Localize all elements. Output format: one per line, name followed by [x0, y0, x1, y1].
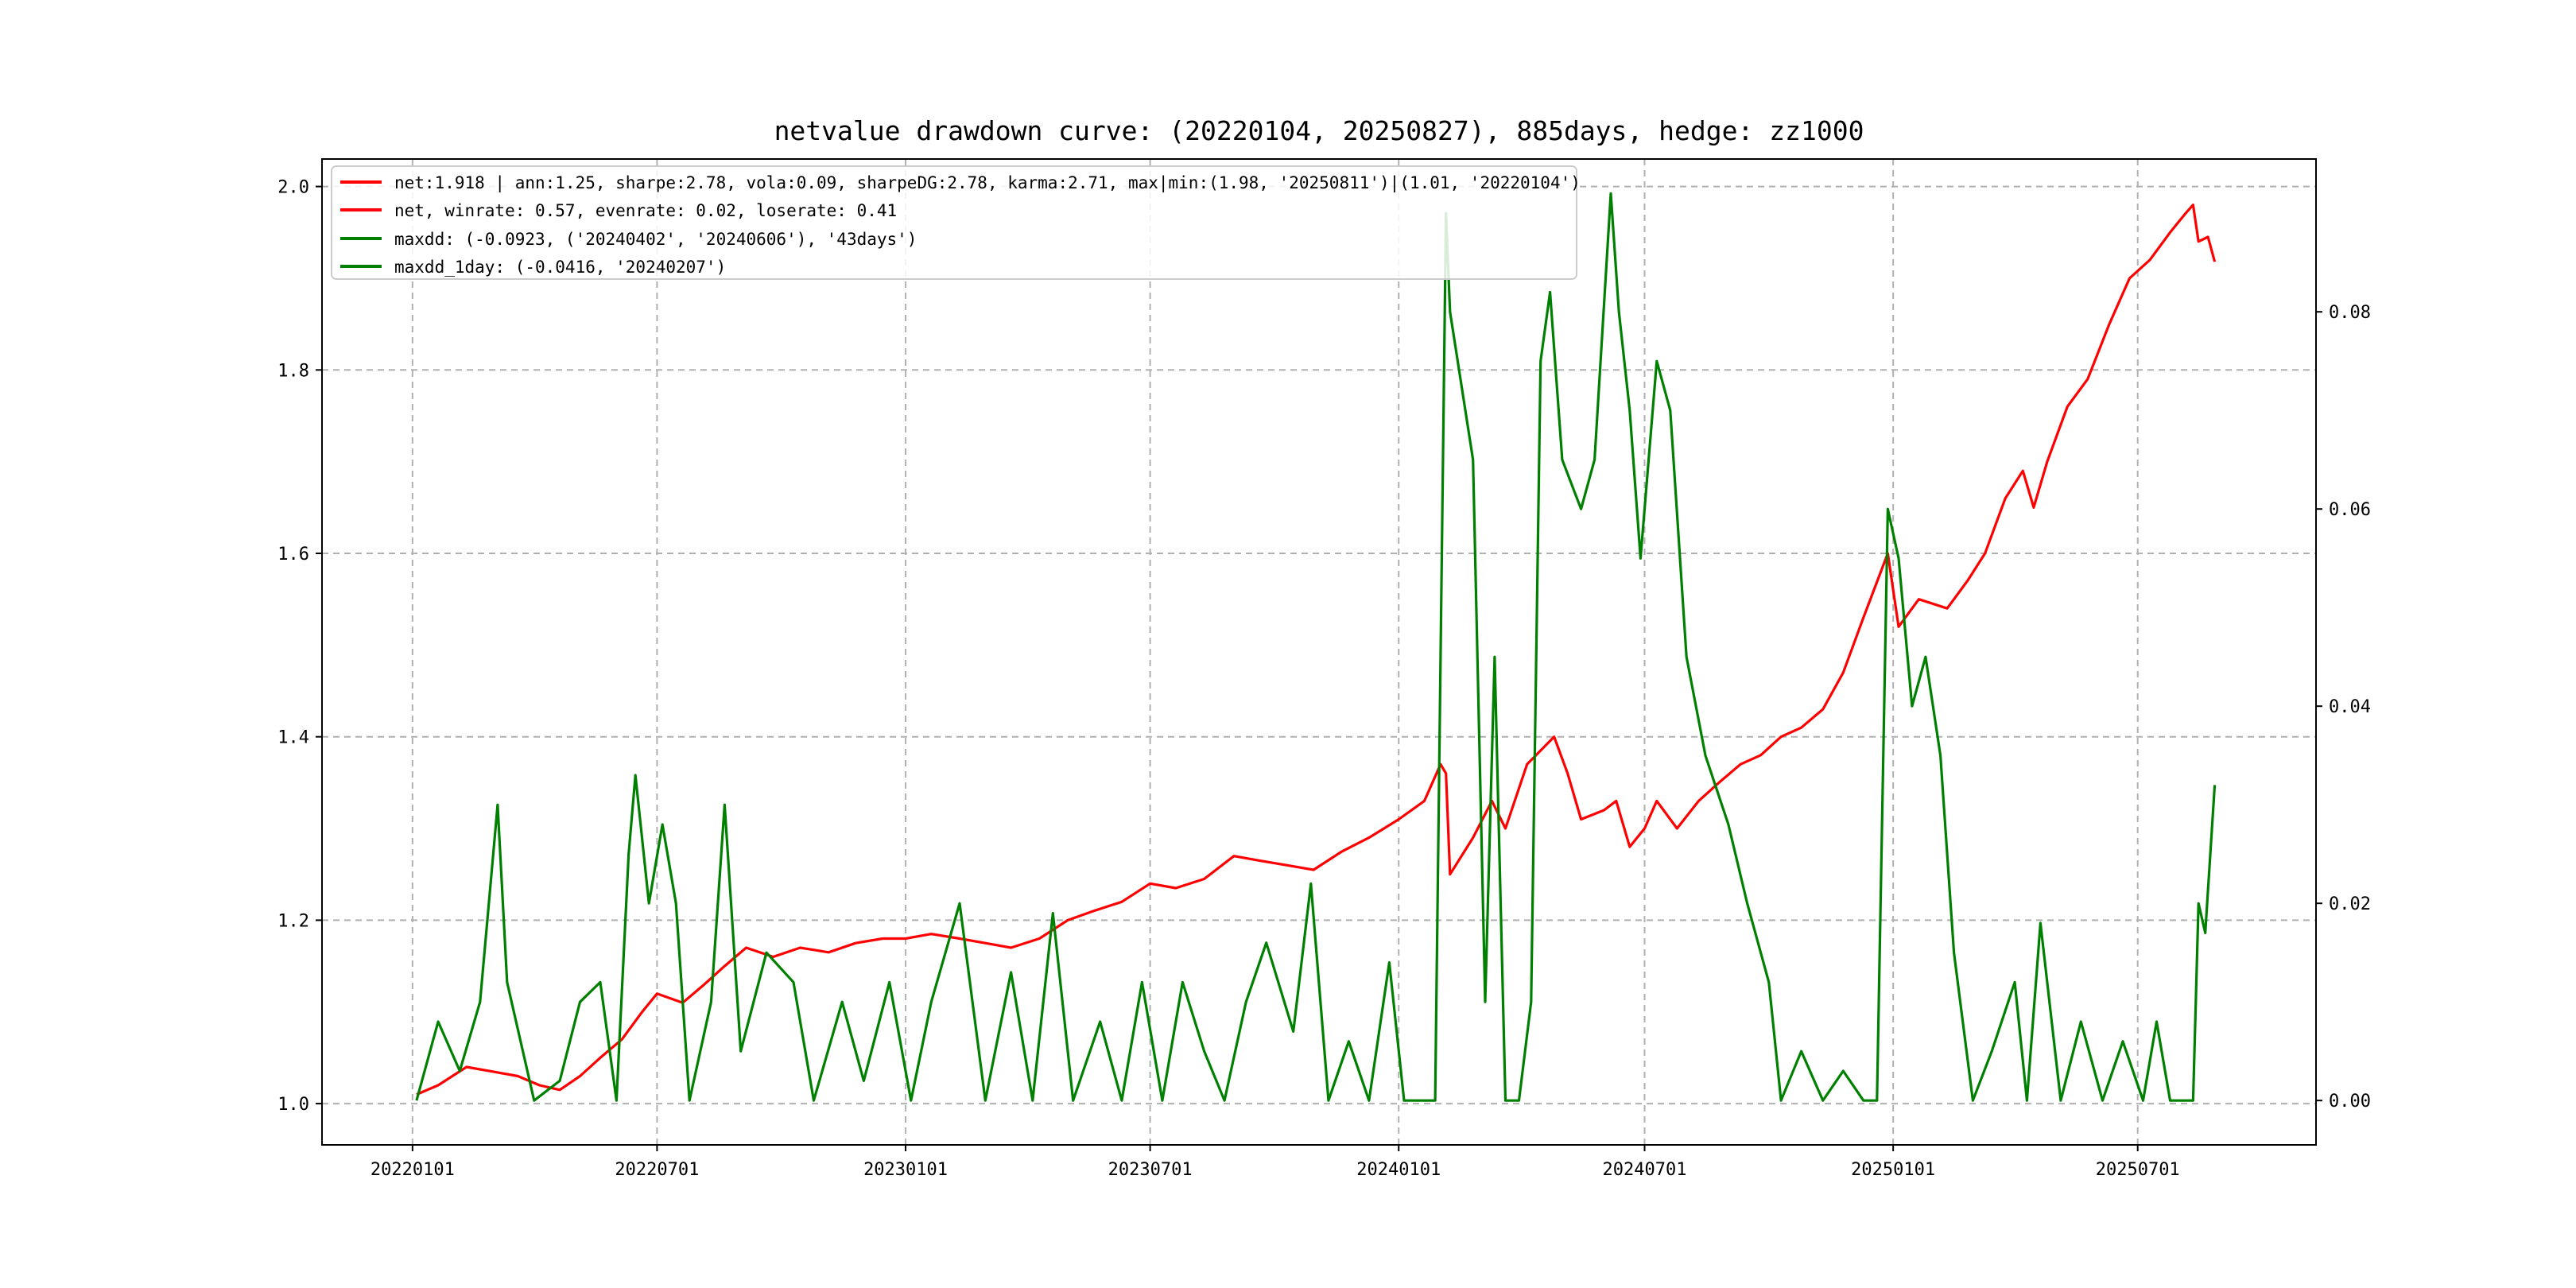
y-right-tick-label: 0.02: [2329, 894, 2371, 914]
x-tick-label: 20230101: [863, 1160, 948, 1180]
x-tick-label: 20250101: [1851, 1160, 1935, 1180]
series-net-line: [416, 204, 2217, 1096]
x-tick-label: 20240101: [1356, 1160, 1441, 1180]
y-left-tick-label: 1.8: [277, 361, 309, 381]
legend-label: maxdd: (-0.0923, ('20240402', '20240606'…: [394, 230, 917, 249]
legend-label: net, winrate: 0.57, evenrate: 0.02, lose…: [394, 201, 897, 220]
y-left-tick-label: 1.0: [277, 1095, 309, 1115]
y-left-tick-label: 1.2: [277, 911, 309, 931]
ticks-layer: 20220101 20220701 20230101 20230701 20240101…: [277, 178, 2371, 1180]
y-right-tick-label: 0.04: [2329, 697, 2371, 717]
x-tick-label: 20250701: [2096, 1160, 2180, 1180]
series-layer: [415, 192, 2217, 1102]
y-left-tick-label: 2.0: [277, 178, 309, 198]
y-right-tick-label: 0.06: [2329, 500, 2371, 520]
x-tick-label: 20220701: [615, 1160, 699, 1180]
series-maxdd-line: [415, 192, 2217, 1102]
legend: net:1.918 | ann:1.25, sharpe:2.78, vola:…: [331, 165, 1581, 280]
y-left-tick-label: 1.6: [277, 545, 309, 564]
x-tick-label: 20230701: [1108, 1160, 1193, 1180]
chart-title: netvalue drawdown curve: (20220104, 2025…: [774, 115, 1864, 146]
y-left-tick-label: 1.4: [277, 728, 309, 748]
y-right-tick-label: 0.00: [2329, 1092, 2371, 1111]
plot-frame: [321, 158, 2317, 1146]
y-right-tick-label: 0.08: [2329, 303, 2371, 323]
x-tick-label: 20240701: [1603, 1160, 1687, 1180]
legend-label: net:1.918 | ann:1.25, sharpe:2.78, vola:…: [394, 173, 1581, 193]
legend-label: maxdd_1day: (-0.0416, '20240207'): [394, 258, 726, 277]
x-tick-label: 20220101: [370, 1160, 455, 1180]
